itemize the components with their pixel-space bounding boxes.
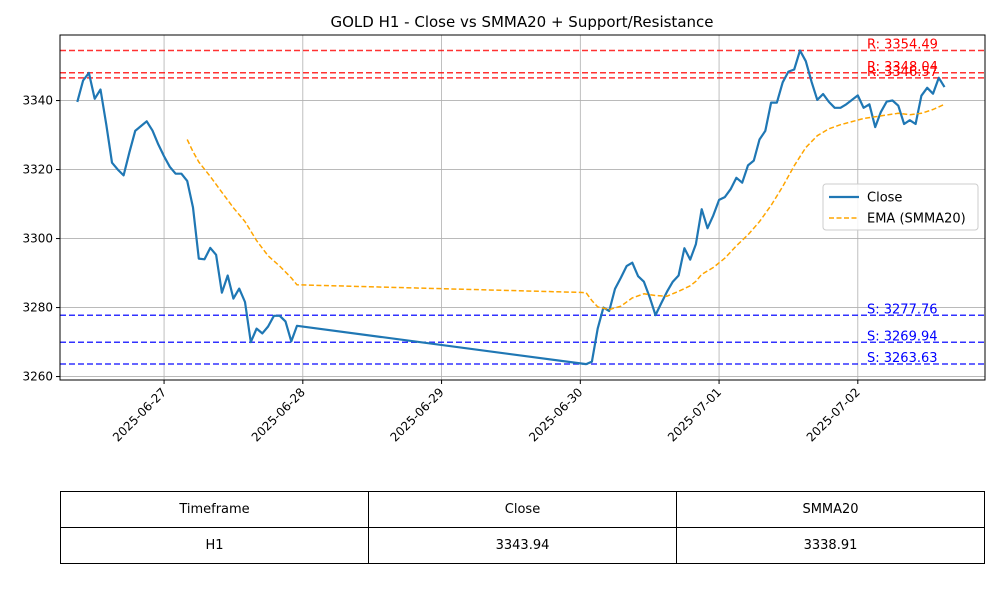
- series-line-close: [76, 49, 946, 366]
- x-tick-label: 2025-06-29: [387, 385, 446, 444]
- y-tick-label: 3320: [22, 163, 53, 177]
- x-tick-label: 2025-06-30: [526, 385, 585, 444]
- resistance-label: R: 3346.57: [867, 65, 938, 80]
- table-header-smma20: SMMA20: [676, 491, 985, 528]
- support-resistance-lines: [60, 49, 985, 365]
- chart-title: GOLD H1 - Close vs SMMA20 + Support/Resi…: [330, 13, 713, 31]
- legend-label: EMA (SMMA20): [867, 212, 966, 227]
- grid: [60, 35, 985, 380]
- legend: Close EMA (SMMA20): [822, 183, 979, 231]
- plot-frame: [59, 34, 986, 381]
- support-label: S: 3277.76: [867, 302, 938, 317]
- table-header-row: Timeframe Close SMMA20: [60, 491, 985, 528]
- y-tick-label: 3260: [22, 370, 53, 384]
- table-header-close: Close: [368, 491, 677, 528]
- summary-table: Timeframe Close SMMA20 H1 3343.94 3338.9…: [60, 491, 985, 564]
- legend-box: [822, 183, 979, 231]
- support-label: S: 3263.63: [867, 351, 938, 366]
- resistance-label: R: 3348.04: [867, 60, 938, 75]
- resistance-label: R: 3354.49: [867, 38, 938, 53]
- legend-label: Close: [867, 191, 902, 206]
- y-tick-label: 3300: [22, 232, 53, 246]
- x-tick-label: 2025-06-28: [249, 385, 308, 444]
- series: [76, 49, 946, 366]
- table-cell-close: 3343.94: [368, 527, 677, 564]
- x-tick-label: 2025-07-02: [804, 385, 863, 444]
- support-label: S: 3269.94: [867, 329, 938, 344]
- support-resistance-labels: R: 3354.49 R: 3348.04R: 3346.57 S: 3277.76…: [867, 38, 938, 366]
- x-tick-label: 2025-07-01: [665, 385, 724, 444]
- y-tick-label: 3340: [22, 94, 53, 108]
- y-tick-label: 3280: [22, 301, 53, 315]
- table-cell-timeframe: H1: [60, 527, 369, 564]
- x-tick-label: 2025-06-27: [110, 385, 169, 444]
- table-cell-smma20: 3338.91: [676, 527, 985, 564]
- table-header-timeframe: Timeframe: [60, 491, 369, 528]
- series-line-smma20: [186, 103, 945, 311]
- table-row: H1 3343.94 3338.91: [60, 527, 985, 564]
